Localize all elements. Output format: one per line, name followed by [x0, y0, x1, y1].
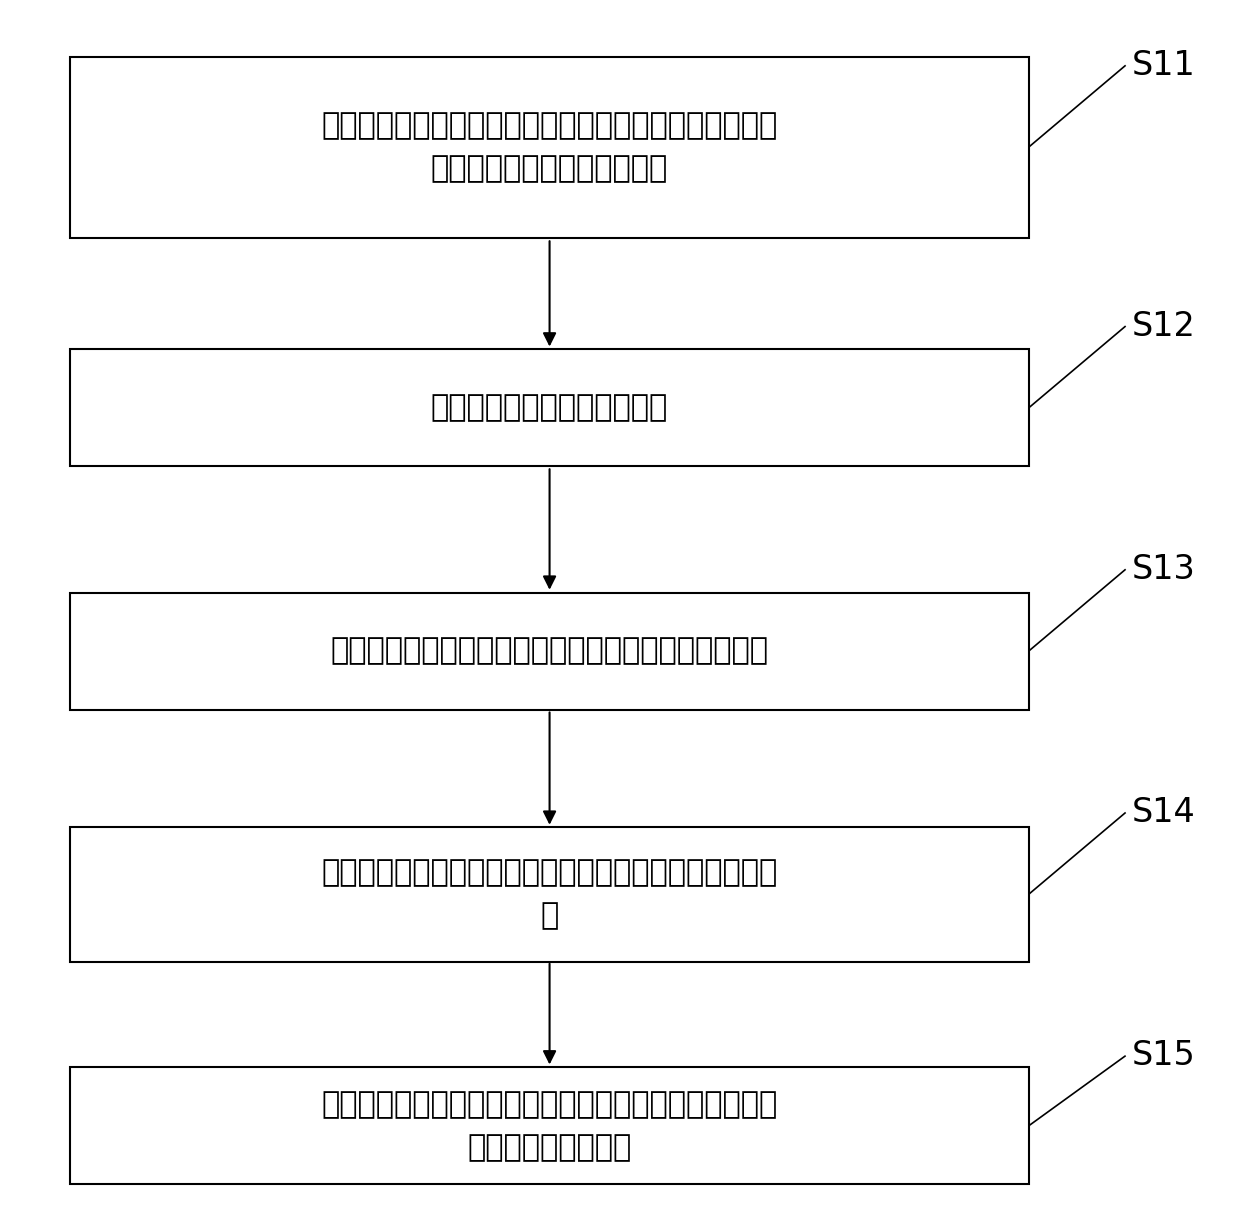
Text: 获取各区域的实际输出功率值: 获取各区域的实际输出功率值	[432, 393, 668, 423]
Text: S15: S15	[1131, 1039, 1195, 1072]
FancyBboxPatch shape	[71, 593, 1029, 710]
FancyBboxPatch shape	[71, 1067, 1029, 1184]
Text: S13: S13	[1131, 553, 1195, 586]
Text: 将稳定性评估指标值与预设指标值进行比对，得到比对结
果: 将稳定性评估指标值与预设指标值进行比对，得到比对结 果	[321, 859, 777, 931]
Text: S12: S12	[1131, 309, 1195, 342]
Text: S14: S14	[1131, 795, 1195, 829]
Text: 根据比对结果判断是否对各区域内的各分布式电源的输出
功率值进行协调控制: 根据比对结果判断是否对各区域内的各分布式电源的输出 功率值进行协调控制	[321, 1090, 777, 1162]
Text: 根据长时间尺度下的全局优化控制策略，控制各区域之间
进行功率交互，实现全局优化: 根据长时间尺度下的全局优化控制策略，控制各区域之间 进行功率交互，实现全局优化	[321, 111, 777, 183]
FancyBboxPatch shape	[71, 827, 1029, 961]
Text: S11: S11	[1131, 49, 1195, 82]
FancyBboxPatch shape	[71, 56, 1029, 238]
FancyBboxPatch shape	[71, 350, 1029, 466]
Text: 根据各区域的实际输出功率值，获取稳定性评估指标值: 根据各区域的实际输出功率值，获取稳定性评估指标值	[331, 637, 769, 665]
